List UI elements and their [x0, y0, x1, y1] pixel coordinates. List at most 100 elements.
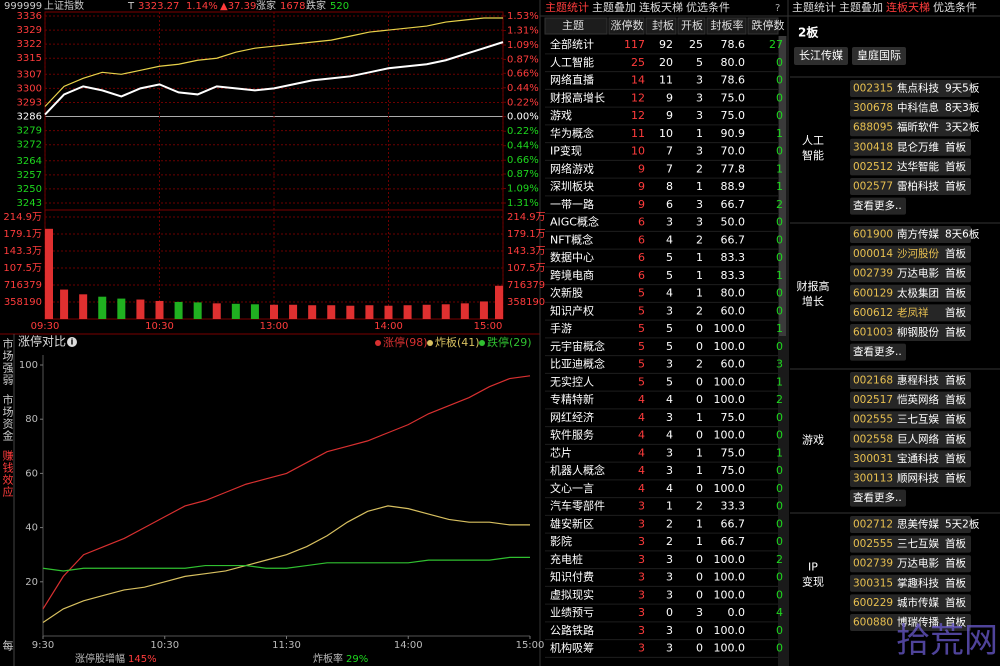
tab[interactable]: 优选条件 [933, 0, 977, 14]
stock-name[interactable]: 掌趣科技 [897, 576, 939, 589]
cell[interactable]: 游戏 [550, 109, 572, 122]
scroll-thumb[interactable] [779, 36, 786, 336]
stock-name[interactable]: 顺网科技 [897, 472, 939, 485]
stock-row-bg[interactable] [850, 411, 971, 429]
stock-code[interactable]: 601003 [853, 327, 893, 339]
stock-row-bg[interactable] [850, 284, 971, 302]
cell[interactable]: 数据中心 [550, 250, 594, 264]
stock-row-bg[interactable] [850, 99, 971, 117]
stock-code[interactable]: 300031 [853, 453, 893, 465]
column-header-bg[interactable] [544, 17, 608, 35]
more-button[interactable]: 查看更多.. [853, 491, 902, 504]
stock-row-bg[interactable] [850, 391, 971, 409]
stock-row-bg[interactable] [850, 178, 971, 195]
stock-row-bg[interactable] [850, 265, 971, 283]
cell[interactable]: 网络游戏 [550, 161, 594, 175]
side-tab[interactable]: 赚钱效应 [1, 449, 14, 498]
stock-name[interactable]: 惠程科技 [897, 374, 939, 387]
stock-name[interactable]: 太极集团 [897, 286, 939, 299]
tab[interactable]: 主题统计 [792, 1, 836, 14]
column-header-bg[interactable] [677, 17, 706, 35]
stock-name[interactable]: 博瑞传播 [897, 616, 939, 629]
column-header[interactable]: 开板 [681, 18, 703, 32]
stock-row-bg[interactable] [850, 535, 971, 553]
stock-code[interactable]: 600129 [853, 287, 893, 299]
column-header[interactable]: 封板率 [711, 18, 744, 32]
cell[interactable]: 影院 [550, 534, 572, 548]
stock-name[interactable]: 柳钢股份 [897, 326, 939, 339]
cell[interactable]: IP变现 [550, 144, 582, 158]
cell[interactable]: 知识产权 [550, 303, 594, 317]
cell[interactable]: 汽车零部件 [550, 499, 605, 513]
cell[interactable]: 华为概念 [550, 126, 594, 140]
cell[interactable]: 人工智能 [550, 55, 594, 69]
cell[interactable]: 无实控人 [550, 374, 594, 388]
stock-code[interactable]: 601900 [853, 229, 893, 241]
stock-code[interactable]: 300678 [853, 102, 893, 114]
stock-row-bg[interactable] [850, 594, 971, 612]
column-header[interactable]: 涨停数 [611, 18, 644, 32]
cell[interactable]: 机构吸筹 [550, 641, 594, 655]
cell[interactable]: 公路铁路 [550, 624, 594, 637]
stock-row-bg[interactable] [850, 138, 971, 156]
stock-name[interactable]: 皇庭国际 [857, 48, 901, 62]
stock-code[interactable]: 002517 [853, 394, 893, 406]
stock-row-bg[interactable] [850, 304, 971, 322]
stock-row-bg[interactable] [850, 450, 971, 468]
tab[interactable]: 连板天梯 [886, 0, 930, 14]
stock-code[interactable]: 600612 [853, 307, 893, 319]
stock-code[interactable]: 300418 [853, 141, 893, 153]
cell[interactable]: 机器人概念 [550, 463, 605, 477]
help-icon[interactable]: ? [775, 3, 780, 14]
stock-row-bg[interactable] [850, 324, 971, 341]
stock-row-bg[interactable] [850, 80, 971, 97]
cell[interactable]: 充电桩 [550, 552, 583, 566]
stock-row-bg[interactable] [850, 372, 971, 389]
stock-name[interactable]: 三七互娱 [897, 537, 939, 550]
stock-name[interactable]: 老凤祥 [897, 306, 929, 319]
cell[interactable]: 软件服务 [550, 428, 594, 442]
column-header[interactable]: 主题 [562, 19, 584, 32]
stock-code[interactable]: 002315 [853, 83, 893, 95]
stock-name[interactable]: 中科信息 [897, 101, 939, 114]
stock-name[interactable]: 恺英网络 [897, 393, 939, 406]
stock-name[interactable]: 达华智能 [897, 160, 939, 173]
tab[interactable]: 连板天梯 [639, 0, 683, 14]
cell[interactable]: 网络直播 [550, 73, 594, 87]
stock-code[interactable]: 002555 [853, 538, 893, 550]
stock-code[interactable]: 002739 [853, 268, 893, 280]
cell[interactable]: 雄安新区 [550, 516, 594, 530]
column-header-bg[interactable] [608, 17, 645, 35]
column-header[interactable]: 跌停数 [752, 18, 785, 32]
stock-button[interactable] [852, 47, 906, 65]
stock-name[interactable]: 福昕软件 [897, 121, 939, 134]
side-tab[interactable]: 市场强弱 [1, 337, 14, 386]
stock-code[interactable]: 688095 [853, 122, 893, 134]
stock-code[interactable]: 300113 [853, 473, 893, 485]
stock-name[interactable]: 沙河股份 [897, 248, 939, 260]
cell[interactable]: 跨境电商 [550, 268, 594, 282]
cell[interactable]: 网红经济 [550, 410, 594, 424]
cell[interactable]: NFT概念 [550, 232, 593, 246]
tab[interactable]: 优选条件 [686, 0, 730, 14]
stock-code[interactable]: 002512 [853, 161, 893, 173]
stock-name[interactable]: 南方传媒 [897, 228, 939, 241]
column-header[interactable]: 封板 [652, 18, 674, 32]
cell[interactable]: AIGC概念 [550, 215, 599, 229]
stock-code[interactable]: 002555 [853, 414, 893, 426]
cell[interactable]: 次新股 [550, 286, 583, 300]
stock-name[interactable]: 巨人网络 [897, 432, 939, 445]
cell[interactable]: 业绩预亏 [550, 606, 594, 619]
stock-name[interactable]: 焦点科技 [897, 82, 939, 95]
stock-name[interactable]: 昆仑万维 [897, 140, 939, 153]
cell[interactable]: 文心一言 [550, 481, 594, 495]
info-icon[interactable] [67, 337, 77, 347]
cell[interactable]: 知识付费 [550, 570, 594, 584]
stock-code[interactable]: 002577 [853, 181, 893, 193]
tab[interactable]: 主题叠加 [592, 1, 636, 14]
stock-name[interactable]: 宝通科技 [897, 452, 939, 465]
column-header-bg[interactable] [706, 17, 747, 35]
stock-code[interactable]: 002168 [853, 375, 893, 387]
stock-row-bg[interactable] [850, 470, 971, 487]
cell[interactable]: 虚拟现实 [550, 587, 594, 601]
